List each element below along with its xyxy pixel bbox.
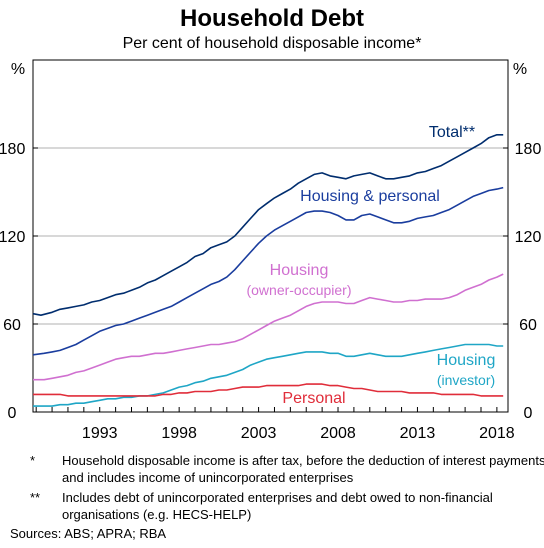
y-tick-right-180: 180 (515, 141, 542, 158)
y-tick-right-60: 60 (519, 317, 537, 334)
series-label-2-1: (owner-occupier) (246, 282, 351, 298)
x-tick-label-2013: 2013 (400, 425, 436, 442)
y-tick-left-60: 60 (3, 317, 21, 334)
y-tick-left-120: 120 (0, 229, 25, 246)
x-tick-label-2018: 2018 (479, 425, 515, 442)
series-lines (32, 134, 504, 407)
series-label-3-1: (investor) (437, 372, 495, 388)
y-tick-left-0: 0 (8, 405, 17, 422)
left-unit-label: % (11, 61, 25, 78)
axis-labels: % % 0 0 60 60 120 120 180 180 1993 1998 2003 2008 20… (0, 61, 541, 442)
series-line-4 (33, 383, 504, 397)
footnote-1-text: Household disposable income is after tax… (62, 453, 544, 485)
series-line-0 (32, 134, 504, 316)
x-tick-label-2003: 2003 (241, 425, 277, 442)
series-label-2-0: Housing (270, 262, 329, 279)
x-tick-label-2008: 2008 (320, 425, 356, 442)
series-label-1-0: Housing & personal (300, 188, 440, 205)
right-unit-label: % (513, 61, 527, 78)
x-tick-label-1998: 1998 (161, 425, 197, 442)
chart-subtitle: Per cent of household disposable income* (122, 35, 422, 52)
series-label-3-0: Housing (437, 352, 496, 369)
y-tick-right-0: 0 (524, 405, 533, 422)
chart-title: Household Debt (180, 5, 364, 32)
footnote-2: ** Includes debt of unincorporated enter… (30, 489, 530, 525)
footnote-2-text: Includes debt of unincorporated enterpri… (62, 490, 493, 522)
footnote-1-mark: * (30, 453, 36, 468)
y-tick-right-120: 120 (515, 229, 542, 246)
series-label-4-0: Personal (282, 390, 345, 407)
series-line-3 (33, 343, 504, 407)
x-tick-label-1993: 1993 (82, 425, 118, 442)
series-line-1 (32, 186, 504, 356)
sources-note: Sources: ABS; APRA; RBA (10, 526, 167, 541)
series-line-2 (33, 273, 504, 381)
axis-ticks (33, 147, 508, 413)
y-tick-left-180: 180 (0, 141, 25, 158)
footnote-2-mark: ** (30, 490, 41, 505)
series-label-0-0: Total** (429, 124, 475, 141)
footnote-1: * Household disposable income is after t… (30, 452, 544, 488)
